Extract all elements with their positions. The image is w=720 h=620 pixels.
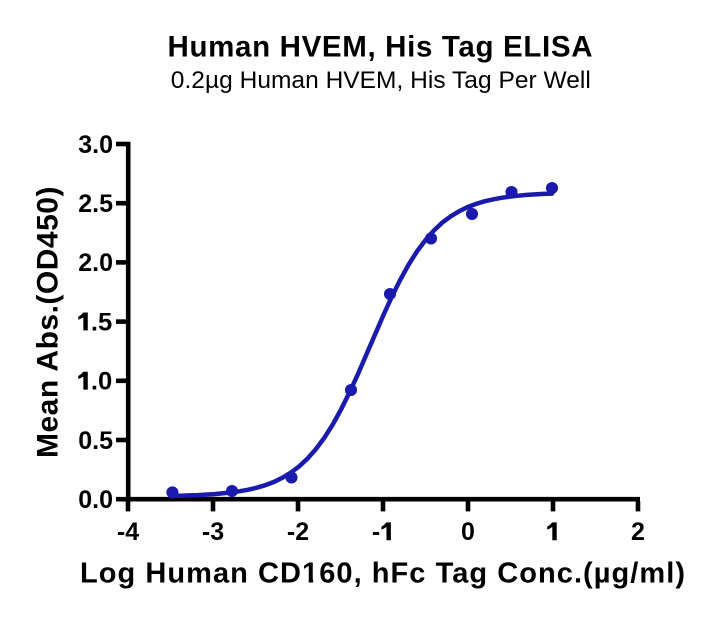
- svg-text:-2: -2: [287, 518, 309, 546]
- svg-text:2.5: 2.5: [78, 190, 113, 218]
- svg-text:2: 2: [631, 518, 645, 546]
- svg-text:0.5: 0.5: [78, 427, 113, 455]
- svg-text:3.0: 3.0: [78, 131, 113, 159]
- svg-text:.5: .5: [91, 308, 112, 336]
- svg-text:.0: .0: [91, 368, 112, 396]
- svg-text:0.0: 0.0: [78, 486, 113, 514]
- svg-text:-: -: [372, 518, 380, 546]
- svg-text:0.2µg Human HVEM, His Tag Per: 0.2µg Human HVEM, His Tag Per Well: [171, 67, 591, 94]
- svg-text:-3: -3: [202, 518, 224, 546]
- svg-text:Log Human CD160, hFc Tag Conc.: Log Human CD160, hFc Tag Conc.(µg/ml): [80, 558, 685, 590]
- svg-text:Mean Abs.(OD450): Mean Abs.(OD450): [32, 187, 65, 459]
- svg-text:0: 0: [461, 518, 475, 546]
- svg-text:Human HVEM, His Tag ELISA: Human HVEM, His Tag ELISA: [168, 31, 593, 64]
- svg-text:-4: -4: [117, 518, 139, 546]
- svg-text:2.0: 2.0: [78, 249, 113, 277]
